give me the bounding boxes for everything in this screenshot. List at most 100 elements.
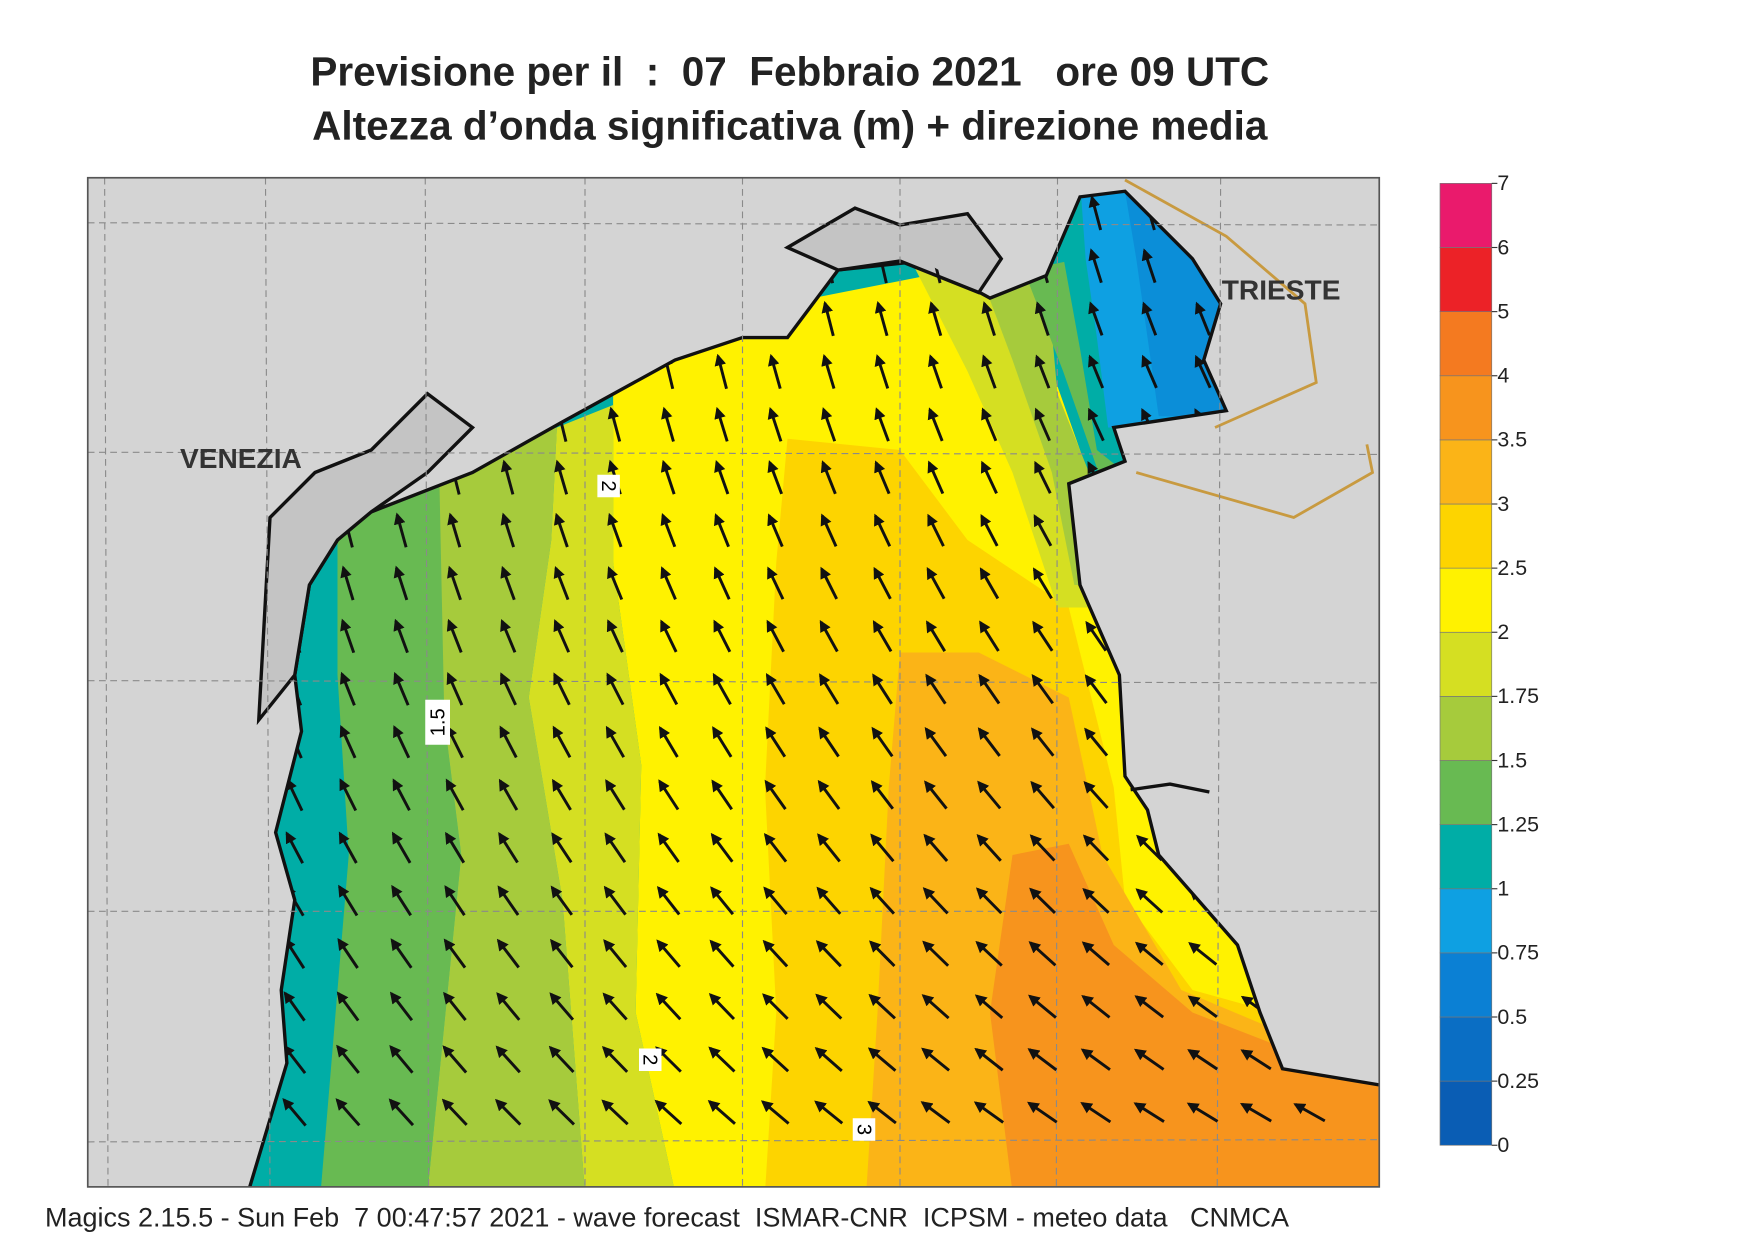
colorbar-tick-label: 4 [1497, 364, 1509, 388]
direction-arrow [1029, 887, 1056, 914]
direction-arrow [1133, 1102, 1165, 1123]
direction-arrow [553, 512, 569, 548]
direction-arrow [657, 832, 680, 863]
direction-arrow [923, 833, 949, 862]
direction-arrow [714, 513, 730, 548]
direction-arrow [1082, 887, 1110, 914]
direction-arrow [1083, 781, 1109, 809]
direction-arrow [443, 991, 467, 1021]
direction-arrow [1141, 354, 1158, 389]
direction-arrow [1032, 620, 1054, 652]
direction-arrow [815, 993, 843, 1020]
direction-arrow [872, 673, 893, 705]
direction-arrow [498, 832, 519, 864]
direction-arrow [977, 780, 1002, 810]
direction-arrow [552, 725, 572, 759]
direction-arrow [340, 618, 356, 654]
direction-arrow [1034, 354, 1051, 389]
direction-arrow [553, 672, 571, 706]
direction-arrow [656, 885, 681, 916]
direction-arrow [817, 779, 841, 810]
contour-label: 1.5 [425, 699, 450, 745]
direction-arrow [816, 886, 842, 915]
direction-arrow [921, 994, 950, 1020]
direction-arrow [607, 406, 622, 442]
colorbar-band [1439, 183, 1493, 248]
direction-arrow [282, 1044, 307, 1074]
direction-arrow [1082, 834, 1110, 862]
direction-arrow [1081, 994, 1111, 1019]
footer: Magics 2.15.5 - Sun Feb 7 00:47:57 2021 … [45, 1202, 1289, 1232]
direction-arrow [1088, 248, 1103, 284]
direction-arrow [869, 886, 896, 915]
direction-arrow [446, 618, 463, 653]
direction-arrow [603, 939, 628, 968]
direction-arrow [445, 831, 466, 864]
direction-arrow [392, 778, 411, 812]
direction-arrow [1033, 514, 1053, 547]
colorbar-band [1439, 760, 1493, 825]
direction-arrow [553, 565, 570, 601]
direction-arrow [338, 831, 358, 864]
colorbar-band [1439, 439, 1493, 505]
direction-arrow [393, 618, 409, 654]
direction-arrow [1136, 834, 1163, 862]
direction-arrow [1141, 301, 1158, 336]
colorbar: 0 0.25 0.5 0.75 1 1.25 1.5 1.75 2 2.5 3 3.5 4 5 6 7 [1439, 171, 1539, 1157]
direction-arrow [1194, 301, 1211, 336]
direction-arrow [821, 300, 835, 337]
direction-arrow [660, 459, 676, 495]
direction-arrow [871, 726, 894, 758]
direction-arrow [712, 726, 733, 758]
direction-arrow [980, 513, 999, 547]
direction-arrow [975, 887, 1003, 915]
direction-arrow [1133, 1048, 1165, 1071]
direction-arrow [760, 1100, 790, 1125]
direction-arrow [604, 832, 627, 863]
direction-arrow [390, 938, 413, 969]
direction-arrow [447, 565, 462, 601]
direction-arrow [339, 778, 358, 812]
direction-arrow [1080, 1102, 1112, 1124]
direction-arrow [339, 671, 356, 706]
direction-arrow [548, 1045, 575, 1074]
direction-arrow [1240, 1049, 1272, 1071]
direction-arrow [500, 618, 517, 653]
direction-arrow [870, 780, 894, 810]
colorbar-band [1439, 567, 1493, 633]
direction-arrow [500, 512, 515, 548]
direction-arrow [974, 994, 1004, 1019]
map-body: Previsione per il : 07 Febbraio 2021 ore… [45, 49, 1539, 1233]
colorbar-band [1439, 311, 1493, 377]
direction-arrow [660, 619, 678, 653]
direction-arrow [393, 725, 411, 759]
direction-arrow [1032, 567, 1053, 600]
direction-arrow [764, 779, 787, 810]
direction-arrow [768, 353, 782, 390]
map-area: VENEZIA TRIESTE 2 1.5 2 3 [87, 177, 1380, 1187]
colorbar-band [1439, 247, 1493, 312]
title-line: Altezza d’onda significativa (m) + direz… [312, 103, 1268, 149]
direction-arrow [553, 619, 571, 653]
direction-arrow [1028, 994, 1057, 1019]
direction-arrow [814, 1047, 843, 1073]
direction-arrow [707, 1099, 736, 1125]
direction-arrow [340, 565, 355, 601]
direction-arrow [445, 778, 465, 811]
direction-arrow [920, 1101, 951, 1124]
direction-arrow [870, 833, 895, 863]
direction-arrow [708, 1046, 736, 1073]
graticule [87, 177, 1380, 1187]
direction-arrow [389, 1045, 414, 1074]
direction-arrow [393, 565, 409, 601]
direction-arrow [393, 512, 408, 548]
contour-label: 3 [852, 1118, 876, 1141]
grid [87, 177, 1380, 1187]
direction-arrow [925, 673, 947, 705]
colorbar-band [1439, 888, 1493, 954]
direction-arrow [391, 831, 412, 864]
direction-arrow [495, 1045, 521, 1074]
direction-arrow [714, 353, 728, 390]
direction-arrow [710, 832, 734, 863]
direction-arrow [1135, 888, 1164, 914]
